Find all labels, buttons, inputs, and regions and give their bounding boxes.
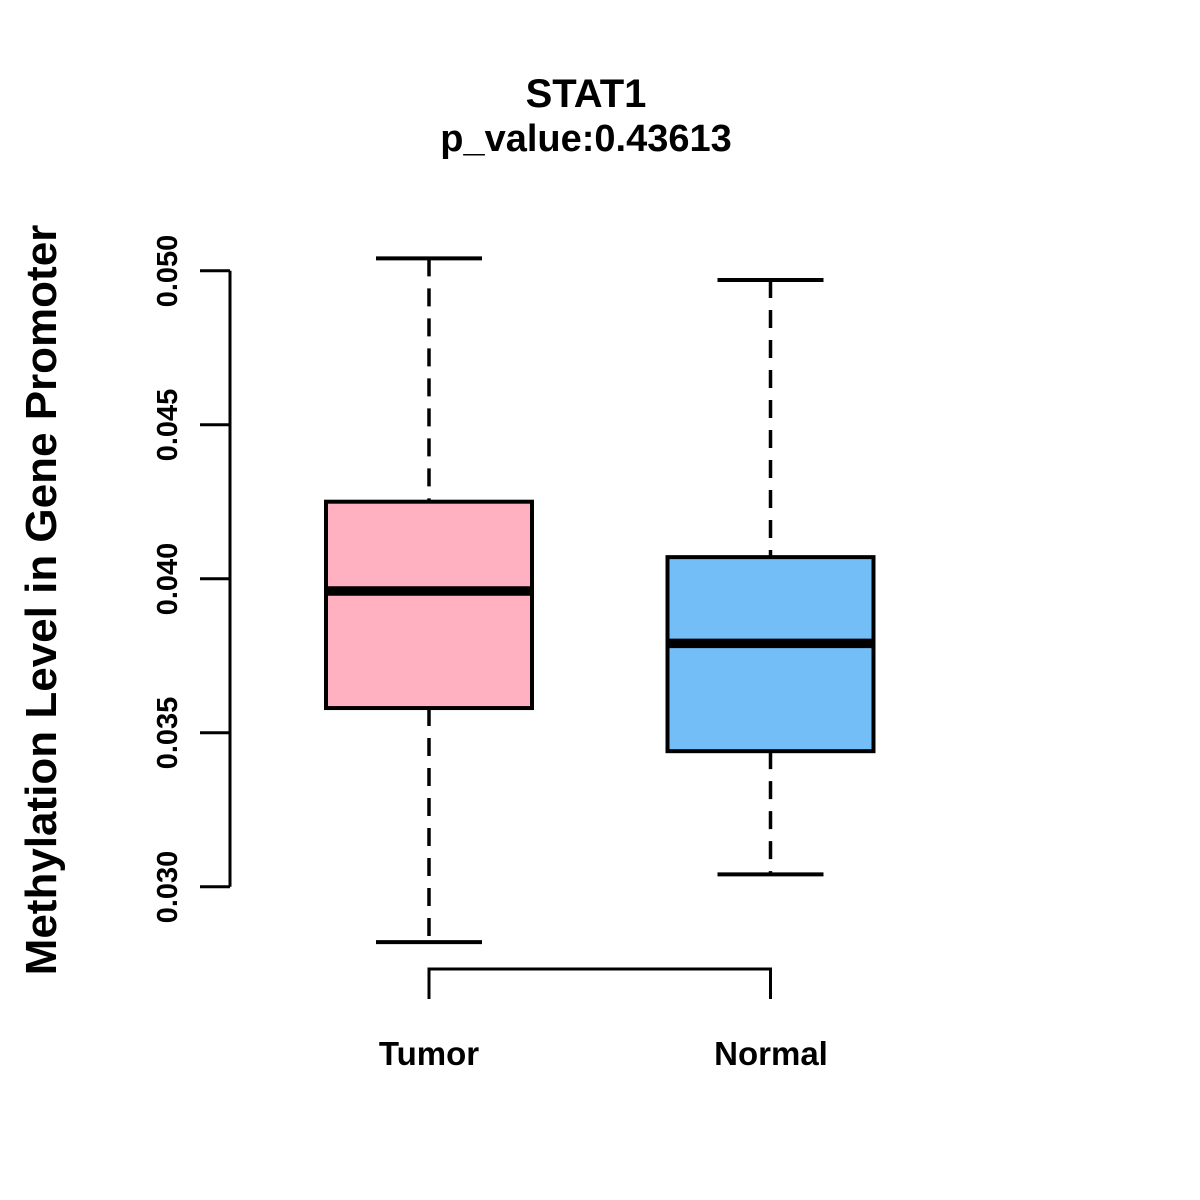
- chart-title: STAT1: [525, 72, 647, 116]
- x-category-label-tumor: Tumor: [378, 1035, 480, 1072]
- x-axis-line: [427, 967, 772, 999]
- chart-pvalue-subtitle: p_value:0.43613: [440, 118, 732, 160]
- x-category-label-normal: Normal: [714, 1035, 828, 1072]
- normal-iqr-box: [665, 555, 876, 754]
- tumor-iqr-box: [324, 499, 534, 711]
